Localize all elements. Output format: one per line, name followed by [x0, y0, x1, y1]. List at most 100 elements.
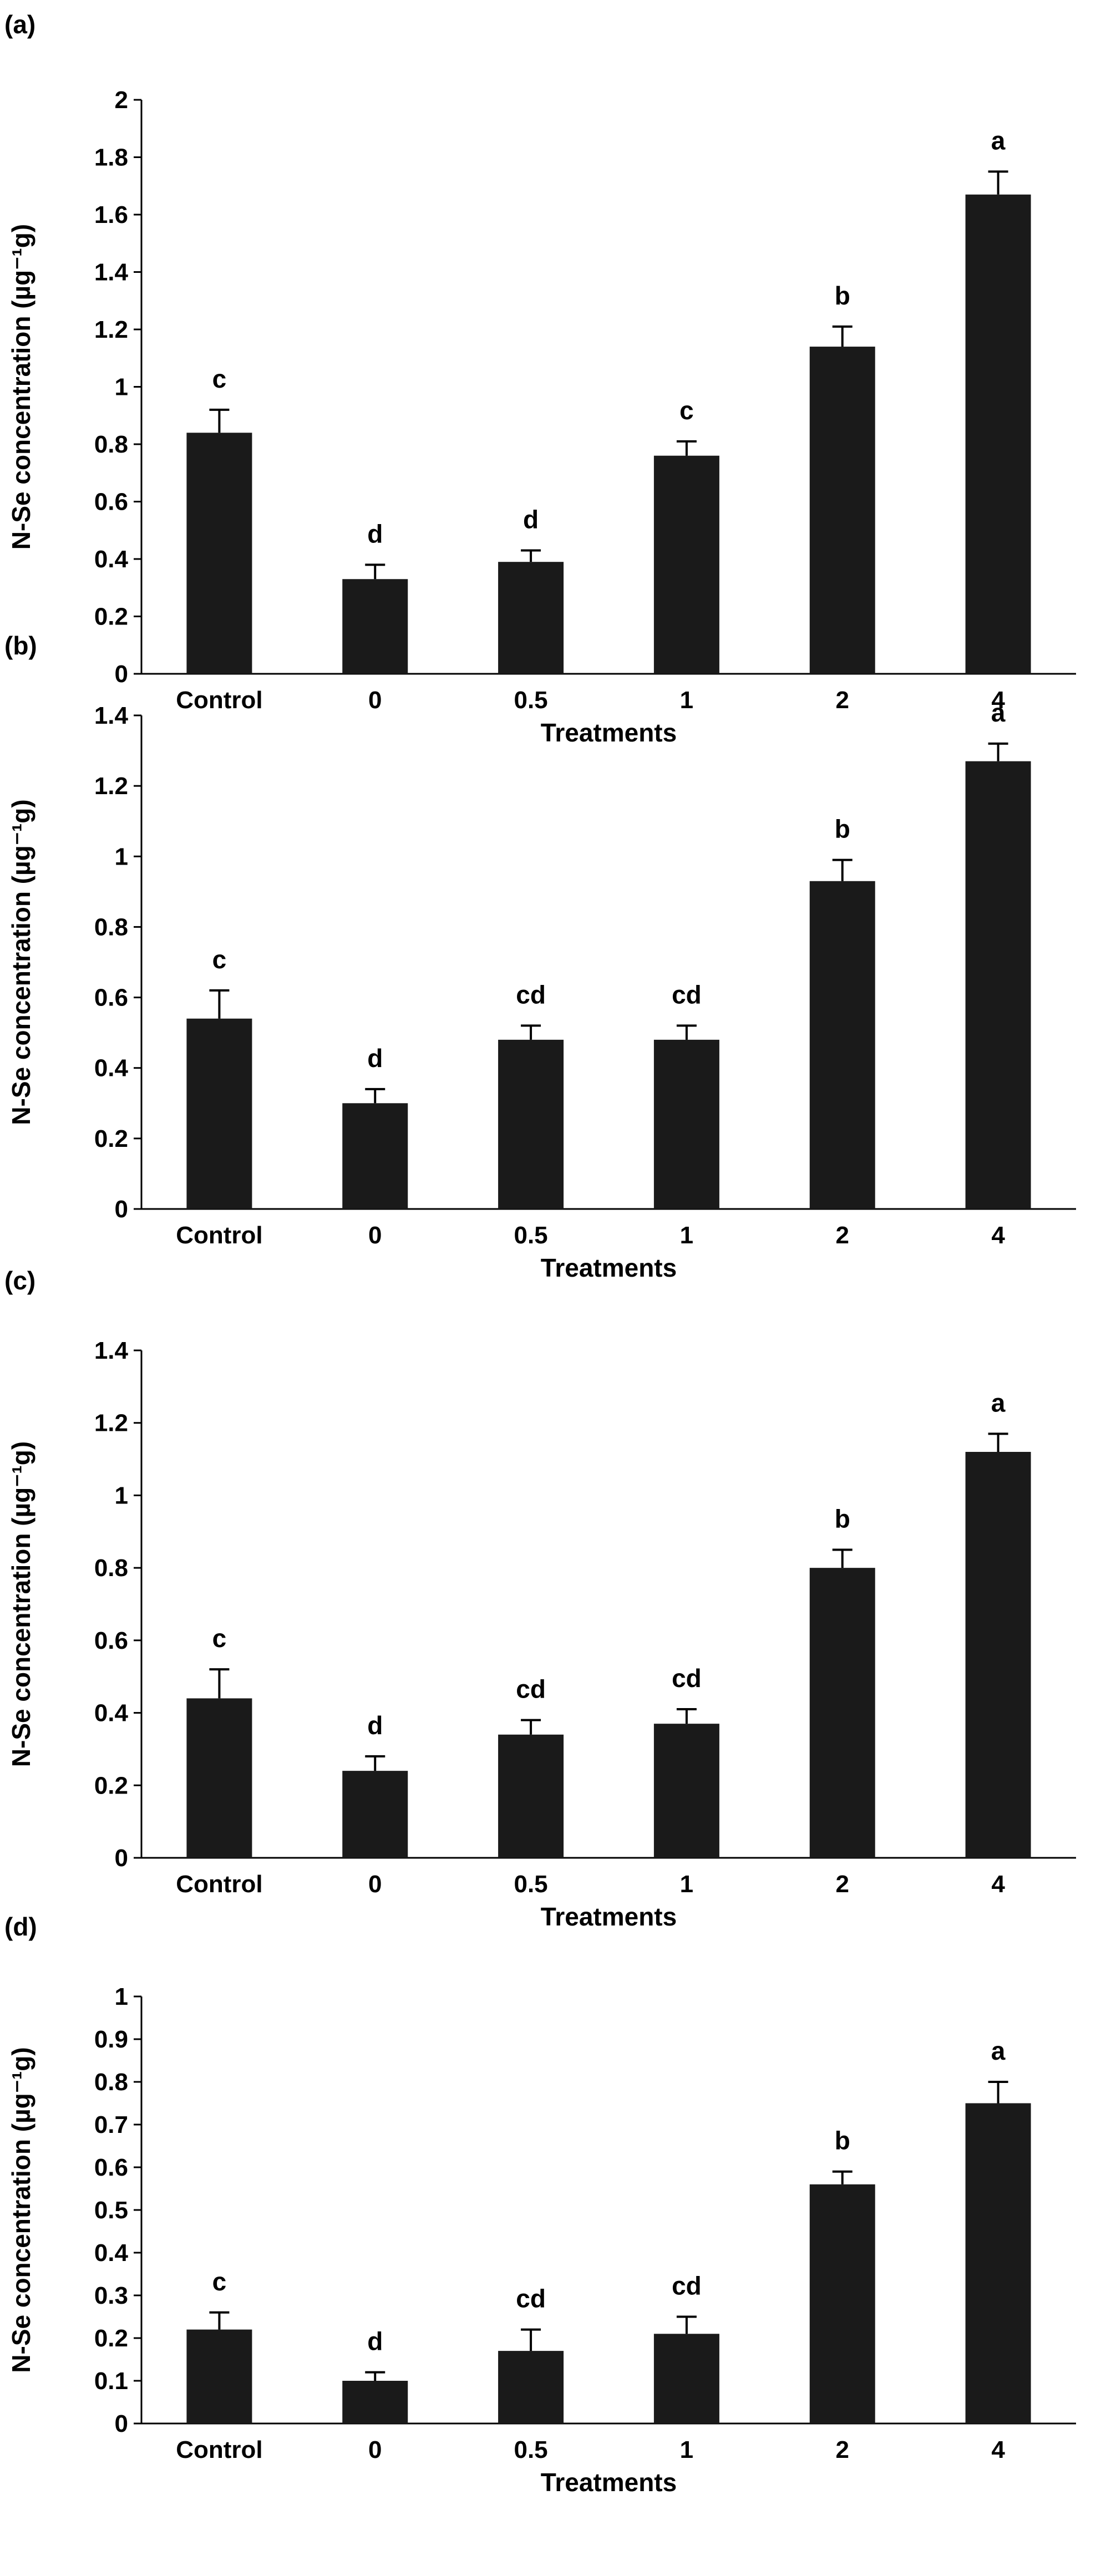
- y-tick-label: 0.3: [94, 2282, 128, 2309]
- significance-label: c: [212, 945, 227, 974]
- bar: [498, 2351, 564, 2423]
- x-tick-label: Control: [176, 1871, 262, 1898]
- x-tick-label: 4: [991, 687, 1005, 714]
- panel-label: (d): [4, 1912, 37, 1941]
- y-tick-label: 0.8: [94, 2069, 128, 2096]
- y-tick-label: 0.2: [94, 2325, 128, 2352]
- y-tick-label: 1: [115, 843, 128, 870]
- chart-panel-1: (a) 0 0.2 0.4 0.6 0.8 1 1.2 1.4 1.6 1.8 2 N-Se conce…: [4, 10, 1076, 747]
- y-tick-label: 0.5: [94, 2197, 128, 2224]
- y-tick-label: 0.6: [94, 984, 128, 1012]
- panel-label: (b): [4, 631, 37, 660]
- x-tick-label: 0: [368, 687, 382, 714]
- x-tick-label: 0.5: [514, 2436, 547, 2463]
- significance-label: b: [835, 1504, 850, 1533]
- significance-label: b: [835, 2126, 850, 2155]
- y-tick-label: 0.4: [94, 1055, 129, 1082]
- bar: [186, 1698, 252, 1858]
- y-tick-label: 0.8: [94, 431, 128, 458]
- significance-label: d: [367, 519, 383, 548]
- y-tick-label: 0: [115, 660, 128, 688]
- y-tick-label: 1.6: [94, 201, 128, 228]
- y-tick-label: 0.2: [94, 603, 128, 631]
- x-axis-title: Treatments: [541, 2468, 677, 2497]
- significance-label: a: [991, 698, 1006, 727]
- x-tick-label: 2: [836, 2436, 849, 2463]
- bar: [342, 2381, 408, 2423]
- y-tick-label: 0.1: [94, 2367, 128, 2395]
- significance-label: c: [212, 2267, 227, 2296]
- significance-label: c: [679, 396, 694, 425]
- y-tick-label: 0.8: [94, 1554, 128, 1582]
- y-tick-label: 0.6: [94, 1627, 128, 1654]
- y-tick-label: 0: [115, 1845, 128, 1872]
- significance-label: cd: [672, 1664, 702, 1693]
- x-axis-title: Treatments: [541, 718, 677, 747]
- x-tick-label: 2: [836, 687, 849, 714]
- x-tick-label: 0: [368, 1871, 382, 1898]
- bar: [186, 433, 252, 674]
- y-tick-label: 1: [115, 1482, 128, 1509]
- x-tick-label: 0.5: [514, 687, 547, 714]
- bar: [498, 1039, 564, 1209]
- significance-label: c: [212, 364, 227, 393]
- x-tick-label: 4: [991, 1222, 1005, 1249]
- x-tick-label: 0.5: [514, 1222, 547, 1249]
- bar: [186, 2329, 252, 2423]
- bar: [342, 1771, 408, 1858]
- y-tick-label: 2: [115, 87, 128, 114]
- y-tick-label: 1: [115, 374, 128, 401]
- x-tick-label: 2: [836, 1222, 849, 1249]
- significance-label: cd: [672, 2272, 702, 2300]
- panel-label: (a): [4, 10, 35, 39]
- y-tick-label: 0.6: [94, 2154, 128, 2181]
- y-tick-label: 1.4: [94, 259, 129, 286]
- bar: [809, 1568, 875, 1858]
- x-tick-label: 1: [680, 2436, 693, 2463]
- y-tick-label: 0.6: [94, 489, 128, 516]
- x-tick-label: Control: [176, 2436, 262, 2463]
- y-tick-label: 1.8: [94, 144, 128, 171]
- bar: [653, 1039, 719, 1209]
- significance-label: d: [367, 1044, 383, 1073]
- x-tick-label: 1: [680, 687, 693, 714]
- x-tick-label: 1: [680, 1871, 693, 1898]
- bar: [965, 1452, 1031, 1858]
- significance-label: cd: [516, 980, 546, 1009]
- y-tick-label: 0.7: [94, 2111, 128, 2138]
- y-tick-label: 0: [115, 2410, 128, 2437]
- bar: [809, 881, 875, 1209]
- x-axis-title: Treatments: [541, 1902, 677, 1931]
- bar: [498, 1734, 564, 1858]
- significance-label: b: [835, 281, 850, 310]
- y-tick-label: 1.2: [94, 773, 128, 800]
- y-tick-label: 0.2: [94, 1772, 128, 1799]
- y-tick-label: 0.9: [94, 2026, 128, 2053]
- x-tick-label: 2: [836, 1871, 849, 1898]
- y-tick-label: 1.2: [94, 1410, 128, 1437]
- x-tick-label: Control: [176, 687, 262, 714]
- bar: [653, 455, 719, 674]
- bar: [653, 2334, 719, 2423]
- x-tick-label: 4: [991, 1871, 1005, 1898]
- y-tick-label: 0.4: [94, 1700, 129, 1727]
- bar: [342, 1103, 408, 1209]
- y-tick-label: 1.4: [94, 702, 129, 729]
- y-tick-label: 0.8: [94, 913, 128, 941]
- significance-label: a: [991, 126, 1006, 155]
- significance-label: cd: [672, 980, 702, 1009]
- chart-panel-3: (c) 0 0.2 0.4 0.6 0.8 1 1.2 1.4 N-Se concentratio…: [4, 1266, 1076, 1931]
- bar: [342, 579, 408, 674]
- y-axis-title: N-Se concentration (µg⁻¹g): [7, 1441, 35, 1767]
- x-tick-label: 0: [368, 2436, 382, 2463]
- significance-label: d: [523, 505, 539, 534]
- bar: [653, 1724, 719, 1858]
- significance-label: c: [212, 1624, 227, 1653]
- bar: [186, 1018, 252, 1209]
- significance-label: cd: [516, 2284, 546, 2313]
- x-tick-label: 1: [680, 1222, 693, 1249]
- chart-panel-4: (d) 0 0.1 0.2 0.3 0.4 0.5 0.6 0.7 0.8 0.9 1 N-Se con…: [4, 1912, 1076, 2497]
- x-tick-label: 4: [991, 2436, 1005, 2463]
- significance-label: b: [835, 815, 850, 844]
